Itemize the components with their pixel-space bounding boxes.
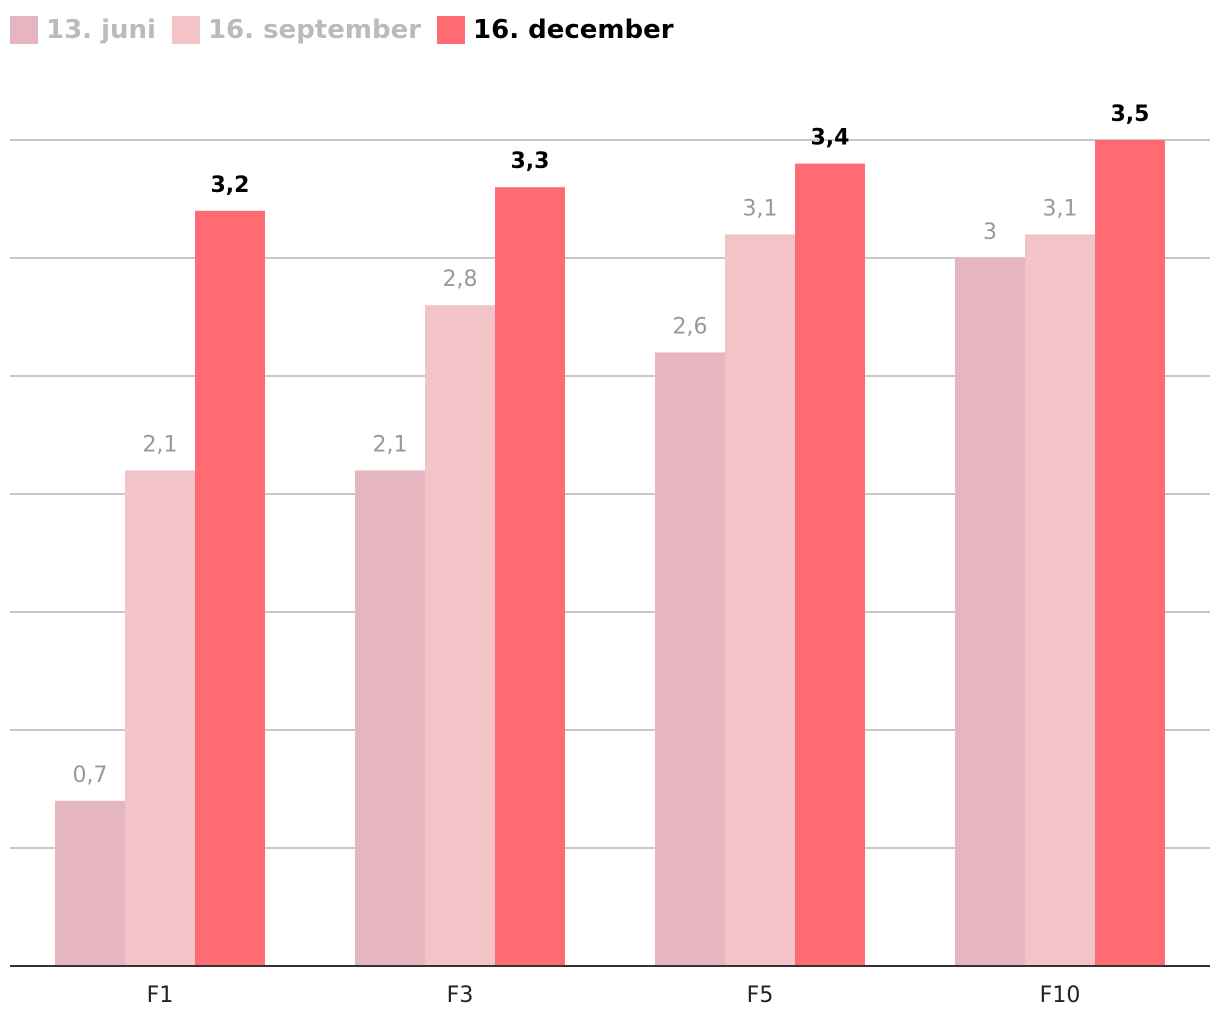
bar-f1-13-juni[interactable]	[55, 800, 125, 966]
legend-label: 13. juni	[46, 15, 156, 45]
chart-legend: 13. juni 16. september 16. december	[10, 12, 674, 48]
value-label-f3-16-september: 2,8	[443, 267, 478, 292]
bar-f10-13-juni[interactable]	[955, 258, 1025, 966]
bar-f1-16-september[interactable]	[125, 470, 195, 966]
value-label-f10-13-juni: 3	[983, 220, 997, 245]
bar-f5-16-december[interactable]	[795, 163, 865, 967]
bars	[55, 140, 1165, 967]
bar-f5-13-juni[interactable]	[655, 352, 725, 966]
legend-item-13-juni[interactable]: 13. juni	[10, 15, 156, 45]
value-label-f3-13-juni: 2,1	[373, 432, 408, 457]
x-tick-label-f3: F3	[447, 983, 474, 1008]
bar-f10-16-december[interactable]	[1095, 140, 1165, 966]
legend-swatch	[10, 16, 38, 44]
value-label-f10-16-september: 3,1	[1043, 196, 1078, 221]
bar-f1-16-december[interactable]	[195, 210, 265, 967]
value-label-f3-16-december: 3,3	[511, 149, 550, 174]
bar-f3-13-juni[interactable]	[355, 470, 425, 966]
legend-label: 16. december	[473, 15, 674, 45]
value-label-f5-16-september: 3,1	[743, 196, 778, 221]
x-tick-label-f10: F10	[1040, 983, 1081, 1008]
legend-swatch	[437, 16, 466, 44]
bar-f3-16-september[interactable]	[425, 305, 495, 966]
legend-item-16-september[interactable]: 16. september	[171, 15, 422, 45]
data-labels: 0,7 2,1 3,2 2,1 2,8 3,3 2,6 3,1 3,4 3 3,1 3,5	[73, 102, 1150, 788]
bar-f5-16-september[interactable]	[725, 234, 795, 966]
legend-label: 16. september	[207, 15, 422, 45]
value-label-f1-16-september: 2,1	[143, 432, 178, 457]
legend-swatch	[171, 16, 200, 44]
bar-f3-16-december[interactable]	[495, 187, 565, 966]
legend-item-16-december[interactable]: 16. december	[437, 15, 674, 45]
x-tick-label-f1: F1	[147, 983, 174, 1008]
value-label-f1-13-juni: 0,7	[73, 763, 108, 788]
value-label-f10-16-december: 3,5	[1111, 102, 1150, 127]
x-tick-label-f5: F5	[747, 983, 774, 1008]
bar-f10-16-september[interactable]	[1025, 234, 1095, 966]
x-axis-ticks: F1 F3 F5 F10	[147, 983, 1081, 1008]
value-label-f5-13-juni: 2,6	[673, 314, 708, 339]
value-label-f5-16-december: 3,4	[811, 126, 850, 151]
value-label-f1-16-december: 3,2	[211, 173, 250, 198]
